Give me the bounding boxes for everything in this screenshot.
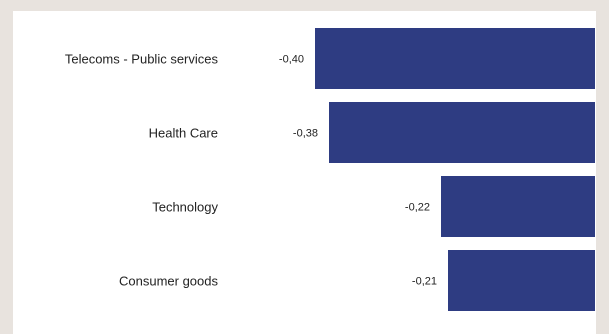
category-label-1: Health Care <box>149 126 218 141</box>
category-label-2: Technology <box>152 200 218 215</box>
value-label-0: -0,40 <box>279 54 304 66</box>
category-label-3: Consumer goods <box>119 274 218 289</box>
value-label-1: -0,38 <box>293 128 318 140</box>
chart-panel: -0,40 Telecoms - Public services -0,38 Heal… <box>13 11 596 334</box>
value-label-2: -0,22 <box>405 202 430 214</box>
bar-3 <box>448 250 595 311</box>
value-label-3: -0,21 <box>412 276 437 288</box>
bar-chart: -0,40 Telecoms - Public services -0,38 Heal… <box>65 28 595 311</box>
bar-1 <box>329 102 595 163</box>
category-label-0: Telecoms - Public services <box>65 52 219 67</box>
bar-2 <box>441 176 595 237</box>
bar-0 <box>315 28 595 89</box>
